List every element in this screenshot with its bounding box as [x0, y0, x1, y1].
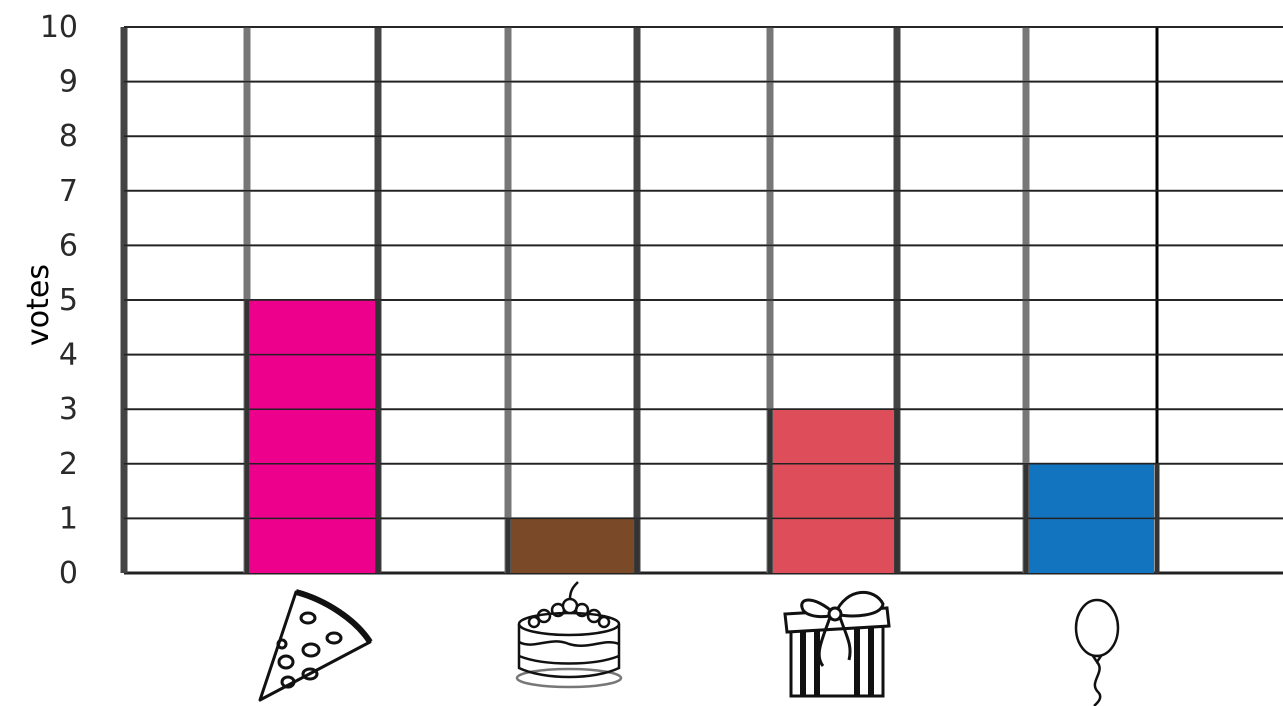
y-tick-label: 9: [59, 65, 78, 100]
bar-cake: [511, 518, 634, 573]
y-tick-label: 5: [59, 283, 78, 318]
y-tick-label: 0: [59, 556, 78, 591]
chart-bars: [124, 26, 1283, 573]
y-tick-label: 8: [59, 119, 78, 154]
cake-icon: [515, 581, 623, 689]
y-axis-ticks: 0 1 2 3 4 5 6 7 8 9 10: [40, 10, 78, 591]
y-tick-label: 10: [40, 10, 78, 45]
bar-gift: [773, 409, 894, 573]
y-tick-label: 3: [59, 392, 78, 427]
y-tick-label: 1: [59, 501, 78, 536]
balloon-icon: [1074, 598, 1120, 706]
pizza-icon: [258, 589, 373, 702]
y-tick-label: 2: [59, 447, 78, 482]
y-axis-label: votes: [21, 264, 56, 346]
bar-pizza: [250, 300, 375, 573]
y-tick-label: 6: [59, 228, 78, 263]
gift-icon: [783, 590, 891, 698]
y-tick-label: 7: [59, 174, 78, 209]
y-tick-label: 4: [59, 338, 78, 373]
